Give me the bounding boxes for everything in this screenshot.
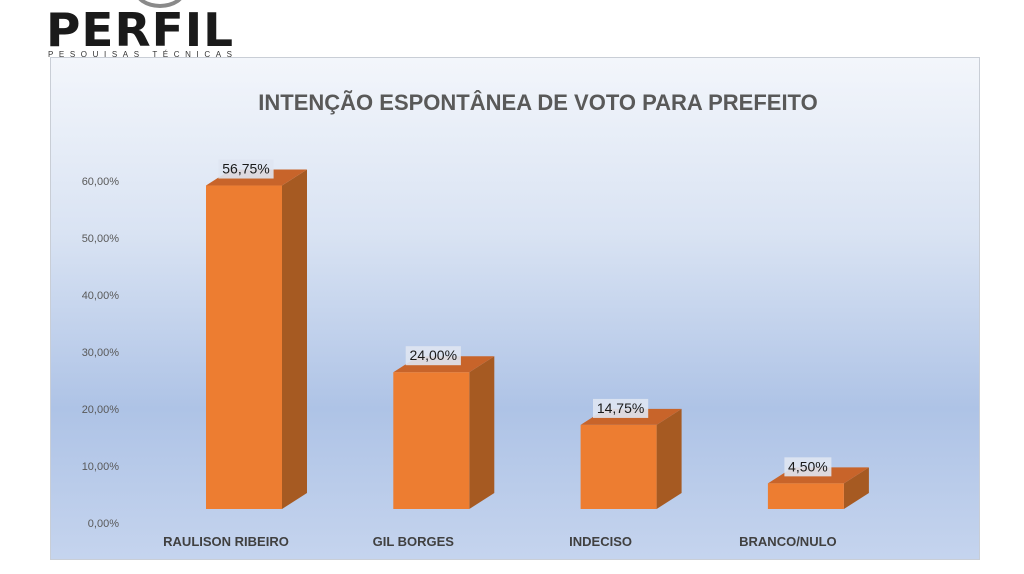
bar-front — [206, 185, 282, 509]
data-label: 14,75% — [597, 400, 644, 416]
bars: 56,75% 24,00% 14,75% 4,50% — [206, 159, 869, 509]
y-tick-label: 0,00% — [88, 518, 119, 530]
y-tick-label: 50,00% — [82, 233, 120, 245]
bar — [393, 356, 495, 509]
chart-title: INTENÇÃO ESPONTÂNEA DE VOTO PARA PREFEIT… — [258, 90, 817, 115]
x-axis: RAULISON RIBEIRO GIL BORGES INDECISO BRANCO… — [163, 534, 836, 549]
data-label-box — [218, 159, 274, 179]
y-tick-label: 20,00% — [82, 404, 120, 416]
y-axis: 0,00% 10,00% 20,00% 30,00% 40,00% 50,00% 60,00… — [82, 176, 120, 530]
bar — [580, 408, 682, 509]
logo-tagline: PESQUISAS TÉCNICAS — [48, 50, 238, 59]
bar-front — [393, 372, 470, 509]
category-label: BRANCO/NULO — [739, 534, 837, 549]
y-tick-label: 30,00% — [82, 347, 120, 359]
bar-side — [469, 356, 495, 509]
y-tick-label: 10,00% — [82, 461, 120, 473]
bar-side — [282, 169, 307, 509]
bar-front — [580, 424, 657, 509]
bar-front — [767, 483, 844, 509]
category-label: INDECISO — [569, 534, 632, 549]
data-label-box — [405, 346, 461, 366]
category-label: RAULISON RIBEIRO — [163, 534, 289, 549]
perfil-logo: PERFIL PESQUISAS TÉCNICAS — [46, 0, 246, 60]
data-label-box — [784, 457, 832, 477]
category-label: GIL BORGES — [373, 534, 455, 549]
logo-wordmark: PERFIL — [46, 3, 235, 57]
y-tick-label: 60,00% — [82, 176, 120, 188]
y-tick-label: 40,00% — [82, 290, 120, 302]
data-label: 56,75% — [222, 161, 269, 177]
bar — [206, 169, 307, 509]
data-label-box — [593, 398, 649, 418]
data-label: 4,50% — [788, 458, 828, 474]
bar-side — [843, 467, 869, 509]
data-label: 24,00% — [410, 347, 457, 363]
bar-side — [656, 408, 682, 509]
